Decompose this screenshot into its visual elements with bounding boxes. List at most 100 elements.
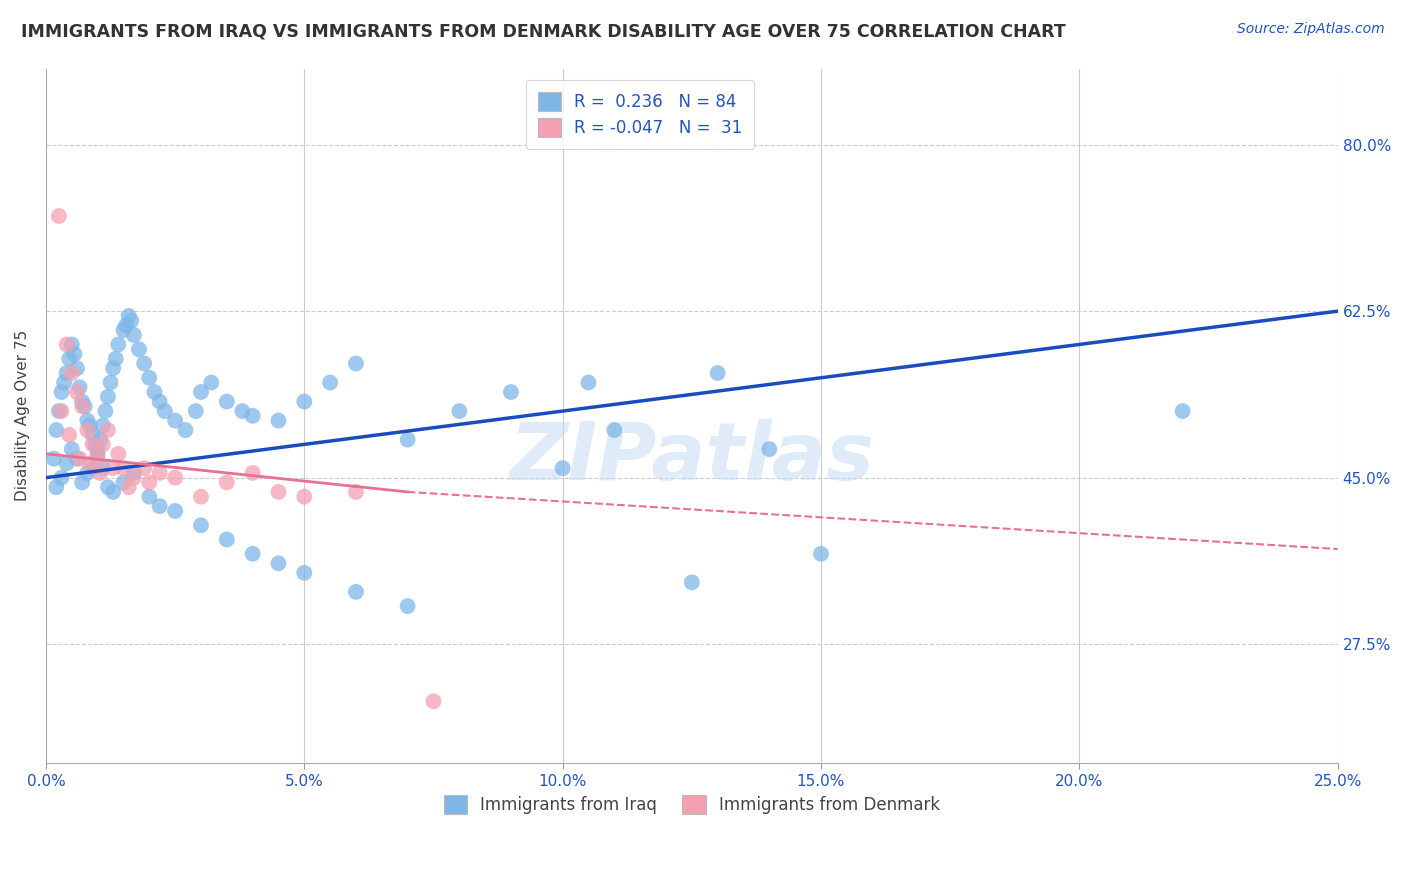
Point xyxy=(97,390,120,404)
Point xyxy=(86,451,108,466)
Point xyxy=(60,337,83,351)
Point xyxy=(104,351,127,366)
Point xyxy=(79,457,101,471)
Point xyxy=(86,442,108,457)
Point xyxy=(45,423,67,437)
Point xyxy=(91,437,114,451)
Point xyxy=(138,371,160,385)
Point xyxy=(91,461,114,475)
Point xyxy=(242,547,264,561)
Point xyxy=(267,414,290,428)
Point xyxy=(101,485,124,500)
Point xyxy=(101,461,124,475)
Point xyxy=(60,366,83,380)
Point xyxy=(51,404,73,418)
Point xyxy=(82,428,104,442)
Point xyxy=(94,404,117,418)
Point xyxy=(42,451,65,466)
Point xyxy=(267,557,290,571)
Point xyxy=(422,694,444,708)
Point xyxy=(112,323,135,337)
Point xyxy=(149,394,172,409)
Point xyxy=(578,376,600,390)
Point xyxy=(66,385,89,400)
Point xyxy=(82,461,104,475)
Point xyxy=(70,394,93,409)
Point xyxy=(51,385,73,400)
Point xyxy=(551,461,574,475)
Point xyxy=(66,451,89,466)
Point xyxy=(100,376,122,390)
Point xyxy=(70,475,93,490)
Legend: Immigrants from Iraq, Immigrants from Denmark: Immigrants from Iraq, Immigrants from De… xyxy=(433,785,950,824)
Point xyxy=(122,466,145,480)
Point xyxy=(84,437,107,451)
Text: Source: ZipAtlas.com: Source: ZipAtlas.com xyxy=(1237,22,1385,37)
Point xyxy=(48,209,70,223)
Point xyxy=(149,500,172,514)
Point xyxy=(200,376,222,390)
Point xyxy=(128,343,150,357)
Point xyxy=(69,380,91,394)
Point xyxy=(153,404,176,418)
Point xyxy=(60,442,83,457)
Point xyxy=(91,418,114,433)
Point xyxy=(66,361,89,376)
Point xyxy=(48,404,70,418)
Point xyxy=(292,490,315,504)
Point xyxy=(55,366,77,380)
Text: ZIPatlas: ZIPatlas xyxy=(509,418,875,497)
Point xyxy=(76,414,98,428)
Point xyxy=(319,376,342,390)
Point xyxy=(76,466,98,480)
Point xyxy=(165,504,187,518)
Point xyxy=(122,471,145,485)
Point xyxy=(122,327,145,342)
Point xyxy=(396,433,419,447)
Point xyxy=(86,447,108,461)
Point xyxy=(70,400,93,414)
Point xyxy=(115,318,138,333)
Point xyxy=(190,490,212,504)
Point xyxy=(112,475,135,490)
Point xyxy=(89,433,111,447)
Point xyxy=(97,480,120,494)
Point xyxy=(344,485,367,500)
Point xyxy=(97,423,120,437)
Point xyxy=(215,533,238,547)
Y-axis label: Disability Age Over 75: Disability Age Over 75 xyxy=(15,330,30,501)
Point xyxy=(69,451,91,466)
Point xyxy=(143,385,166,400)
Point xyxy=(53,376,76,390)
Point xyxy=(73,400,96,414)
Point xyxy=(165,414,187,428)
Point xyxy=(112,461,135,475)
Point xyxy=(138,475,160,490)
Point xyxy=(82,437,104,451)
Point xyxy=(101,361,124,376)
Point xyxy=(1171,404,1194,418)
Point xyxy=(215,394,238,409)
Point xyxy=(63,347,86,361)
Point xyxy=(55,337,77,351)
Point xyxy=(242,466,264,480)
Point xyxy=(267,485,290,500)
Point xyxy=(344,357,367,371)
Point xyxy=(134,357,156,371)
Point xyxy=(681,575,703,590)
Point xyxy=(344,585,367,599)
Point xyxy=(76,423,98,437)
Point xyxy=(55,457,77,471)
Point xyxy=(120,313,142,327)
Point xyxy=(138,490,160,504)
Point xyxy=(149,466,172,480)
Point xyxy=(190,518,212,533)
Point xyxy=(79,418,101,433)
Point xyxy=(134,461,156,475)
Point xyxy=(215,475,238,490)
Point xyxy=(810,547,832,561)
Point xyxy=(758,442,780,457)
Point xyxy=(242,409,264,423)
Point xyxy=(51,471,73,485)
Point xyxy=(165,471,187,485)
